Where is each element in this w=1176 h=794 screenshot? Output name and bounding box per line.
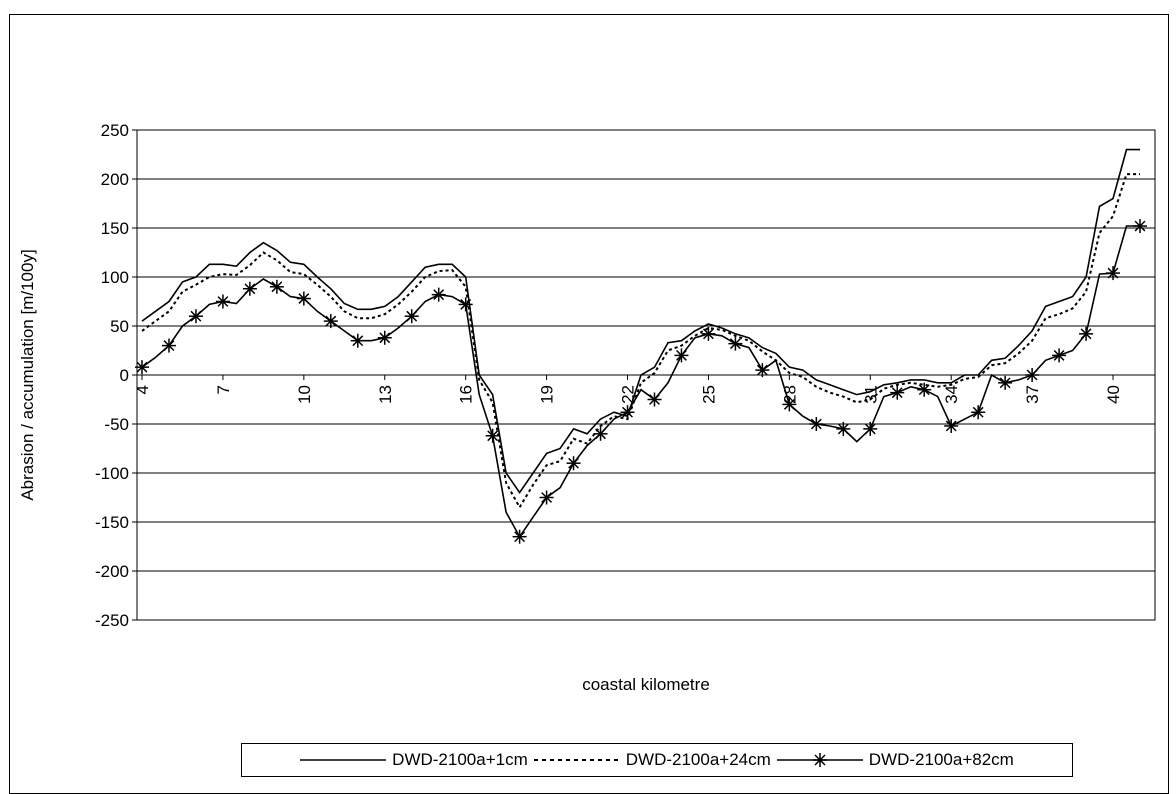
series-3-point <box>539 490 554 505</box>
series-3-point <box>728 336 743 351</box>
series-layer <box>135 148 1147 544</box>
y-tick-label: -100 <box>95 464 129 483</box>
series-3-point <box>242 281 257 296</box>
x-tick-label: 34 <box>942 385 961 404</box>
series-3-point <box>566 456 581 471</box>
y-tick-labels: 250 200 150 100 50 0 -50 -100 -150 -200 -250 <box>95 121 129 630</box>
y-axis-label: Abrasion / accumulation [m/100y] <box>18 249 37 500</box>
series-3-point <box>890 385 905 400</box>
y-tick-label: -150 <box>95 513 129 532</box>
legend-swatch-solid <box>300 759 387 761</box>
y-tick-label: 150 <box>101 219 129 238</box>
series-line-2 <box>141 173 1140 510</box>
legend: DWD-2100a+1cm DWD-2100a+24cm DWD-2100a+8… <box>241 743 1073 777</box>
x-tick-label: 25 <box>699 385 718 404</box>
x-tick-labels: 4 7 10 13 16 19 22 25 28 31 34 37 40 <box>133 385 1123 404</box>
y-tick-label: 50 <box>110 317 129 336</box>
legend-swatch-star <box>776 753 863 767</box>
grid-lines <box>132 129 1155 621</box>
series-3-point <box>323 314 338 329</box>
y-tick-label: -50 <box>104 415 129 434</box>
y-tick-label: 100 <box>101 268 129 287</box>
series-3-point <box>512 529 527 544</box>
y-tick-label: 200 <box>101 170 129 189</box>
legend-label-3: DWD-2100a+82cm <box>868 750 1014 769</box>
plot-area <box>136 129 1156 621</box>
series-3-point <box>998 375 1013 390</box>
x-tick-label: 16 <box>457 385 476 404</box>
series-line-1 <box>141 148 1140 495</box>
y-tick-label: -250 <box>95 611 129 630</box>
series-3-point <box>1133 219 1147 234</box>
x-tick-label: 4 <box>133 385 152 394</box>
series-3-point <box>1079 326 1094 341</box>
series-3-point <box>377 330 392 345</box>
series-3-point <box>269 279 284 294</box>
x-tick-label: 37 <box>1023 385 1042 404</box>
series-3-point <box>620 405 635 420</box>
legend-item-3: DWD-2100a+82cm <box>776 750 1014 770</box>
series-3-point <box>215 294 230 309</box>
x-tick-label: 13 <box>376 385 395 404</box>
x-tick-label: 40 <box>1104 385 1123 404</box>
series-3-point <box>836 421 851 436</box>
series-3-point <box>971 405 986 420</box>
x-axis-label: coastal kilometre <box>582 675 710 694</box>
legend-item-1: DWD-2100a+1cm <box>300 750 528 770</box>
series-3-point <box>1052 348 1067 363</box>
legend-swatch-dotted <box>533 759 620 761</box>
series-3-point <box>809 417 824 431</box>
series-line-3 <box>141 225 1140 539</box>
x-tick-label: 10 <box>295 385 314 404</box>
y-tick-label: 0 <box>120 366 129 385</box>
legend-label-1: DWD-2100a+1cm <box>392 750 528 769</box>
series-3-point <box>161 338 176 353</box>
x-tick-label: 7 <box>214 385 233 394</box>
y-tick-label: -200 <box>95 562 129 581</box>
series-3-point <box>188 309 203 324</box>
series-3-point <box>350 333 365 348</box>
series-3-point <box>296 291 311 306</box>
chart-frame <box>9 14 1169 794</box>
series-3-point <box>674 348 689 363</box>
series-3-point <box>782 397 797 412</box>
series-3-point <box>755 363 770 378</box>
series-3-point <box>647 392 662 407</box>
series-3-point <box>593 426 608 441</box>
series-3-point <box>458 297 473 312</box>
series-3-point <box>701 326 716 341</box>
series-3-point <box>485 428 500 443</box>
y-tick-label: 250 <box>101 121 129 140</box>
series-3-point <box>863 421 878 436</box>
legend-item-2: DWD-2100a+24cm <box>533 750 771 770</box>
x-tick-label: 19 <box>538 385 557 404</box>
series-3-point <box>1106 266 1121 281</box>
series-3-point <box>917 382 932 397</box>
series-3-point <box>1025 368 1040 382</box>
series-3-point <box>944 418 959 433</box>
series-3-point <box>404 309 419 324</box>
series-3-point <box>431 287 446 302</box>
legend-label-2: DWD-2100a+24cm <box>625 750 771 769</box>
